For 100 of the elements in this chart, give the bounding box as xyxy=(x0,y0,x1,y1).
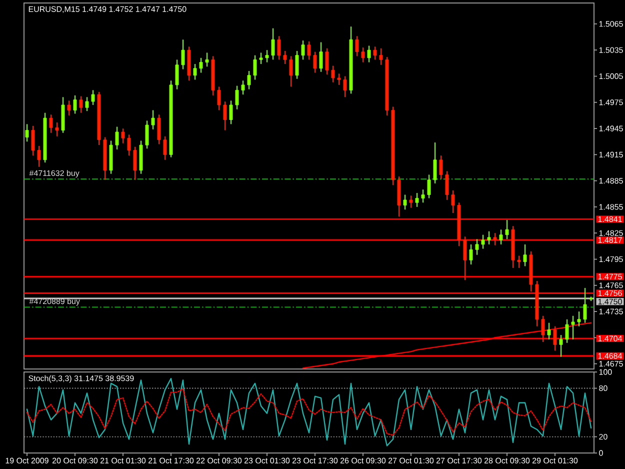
y-tick-label: 1.4915 xyxy=(599,152,623,158)
candlestick xyxy=(181,39,185,70)
candlestick xyxy=(493,232,497,246)
candlestick xyxy=(583,287,587,324)
candlestick xyxy=(487,230,491,245)
candlestick xyxy=(481,234,485,250)
x-tick-label: 27 Oct 01:30 xyxy=(388,458,434,464)
candlestick xyxy=(301,40,305,60)
candlestick xyxy=(319,42,323,72)
candlestick xyxy=(85,96,89,112)
candlestick xyxy=(217,86,221,111)
candlestick xyxy=(73,94,77,114)
candlestick xyxy=(547,322,551,340)
candlestick xyxy=(355,36,359,57)
x-tick-label: 21 Oct 17:30 xyxy=(148,458,194,464)
candlestick xyxy=(367,45,371,63)
candlestick xyxy=(271,28,275,60)
y-tick-label: 1.4735 xyxy=(599,308,623,314)
candlestick xyxy=(577,310,581,327)
x-tick-label: 27 Oct 17:30 xyxy=(436,458,482,464)
candlestick xyxy=(517,255,521,268)
candlestick xyxy=(451,190,455,214)
candlestick xyxy=(463,236,467,281)
candlestick xyxy=(235,85,239,110)
candlestick xyxy=(565,318,569,344)
y-tick-label: 100 xyxy=(599,369,612,375)
candlestick xyxy=(421,188,425,204)
y-tick-label: 1.4975 xyxy=(599,100,623,106)
y-tick-label: 80 xyxy=(599,385,608,392)
candlestick xyxy=(253,54,257,80)
y-tick-label: 1.4855 xyxy=(599,204,623,210)
candlestick xyxy=(571,315,575,340)
candlestick xyxy=(25,124,29,142)
candlestick xyxy=(151,110,155,130)
candlestick xyxy=(163,136,167,160)
candlestick xyxy=(433,142,437,184)
candlestick xyxy=(133,146,137,180)
candlestick xyxy=(145,120,149,150)
y-tick-label: 0 xyxy=(599,450,603,456)
candlestick xyxy=(499,229,503,245)
chart-title: Stoch(5,3,3) 31.1475 38.9539 xyxy=(28,375,134,383)
y-tick-label: 1.4795 xyxy=(599,256,623,262)
ref-line-label: 1.4750 xyxy=(598,298,622,304)
x-tick-label: 26 Oct 09:30 xyxy=(340,458,386,464)
ref-line-label: 1.4704 xyxy=(598,336,622,342)
candlestick xyxy=(79,96,83,114)
candlestick xyxy=(247,70,251,90)
candlestick xyxy=(37,145,41,168)
y-tick-label: 20 xyxy=(599,434,608,440)
ref-line-label: #4711632 buy xyxy=(29,170,80,178)
y-tick-label: 1.4885 xyxy=(599,178,623,184)
candlestick xyxy=(229,100,233,125)
candlestick xyxy=(157,114,161,145)
y-tick-label: 1.5065 xyxy=(599,21,623,27)
candlestick xyxy=(91,90,95,106)
candlestick xyxy=(505,219,509,240)
x-tick-label: 29 Oct 01:30 xyxy=(532,458,578,464)
y-tick-label: 1.4675 xyxy=(599,360,623,367)
candlestick xyxy=(337,73,341,86)
x-tick-label: 19 Oct 2009 xyxy=(6,458,48,464)
x-tick-label: 22 Oct 09:30 xyxy=(196,458,242,464)
candlestick xyxy=(415,192,419,208)
candlestick xyxy=(67,100,71,116)
x-tick-label: 23 Oct 01:30 xyxy=(244,458,290,464)
chart-title: EURUSD,M15 1.4749 1.4752 1.4747 1.4750 xyxy=(28,6,186,13)
line-series xyxy=(26,388,592,436)
candlestick xyxy=(283,50,287,65)
x-tick-label: 20 Oct 09:30 xyxy=(52,458,98,464)
x-tick-label: 21 Oct 01:30 xyxy=(100,458,146,464)
y-tick-label: 1.5005 xyxy=(599,73,623,80)
y-tick-label: 1.5035 xyxy=(599,47,623,53)
candlestick xyxy=(361,46,365,63)
candlestick xyxy=(427,174,431,199)
candlestick xyxy=(325,48,329,75)
ref-line-label: 1.4756 xyxy=(598,290,622,296)
candlestick xyxy=(331,65,335,83)
candlestick xyxy=(379,48,383,66)
ref-line-label: 1.4775 xyxy=(598,274,622,280)
candlestick xyxy=(403,194,407,210)
candlestick xyxy=(259,52,263,65)
y-tick-label: 1.4765 xyxy=(599,282,623,288)
y-tick-label: 1.4825 xyxy=(599,230,623,236)
candlestick xyxy=(439,155,443,180)
candlestick xyxy=(445,170,449,200)
candlestick xyxy=(277,36,281,60)
candlestick xyxy=(49,114,53,134)
candlestick xyxy=(409,195,413,208)
candlestick xyxy=(223,100,227,131)
candlestick xyxy=(115,126,119,150)
x-tick-label: 28 Oct 09:30 xyxy=(484,458,530,464)
candlestick xyxy=(523,244,527,267)
candlestick xyxy=(343,76,347,98)
candlestick xyxy=(205,52,209,68)
x-tick-label: 23 Oct 17:30 xyxy=(292,458,338,464)
candlestick xyxy=(193,64,197,80)
candlestick xyxy=(559,334,563,358)
candlestick xyxy=(175,59,179,90)
candlestick xyxy=(55,122,59,137)
candlestick xyxy=(289,56,293,88)
ref-line-label: 1.4841 xyxy=(598,216,622,222)
